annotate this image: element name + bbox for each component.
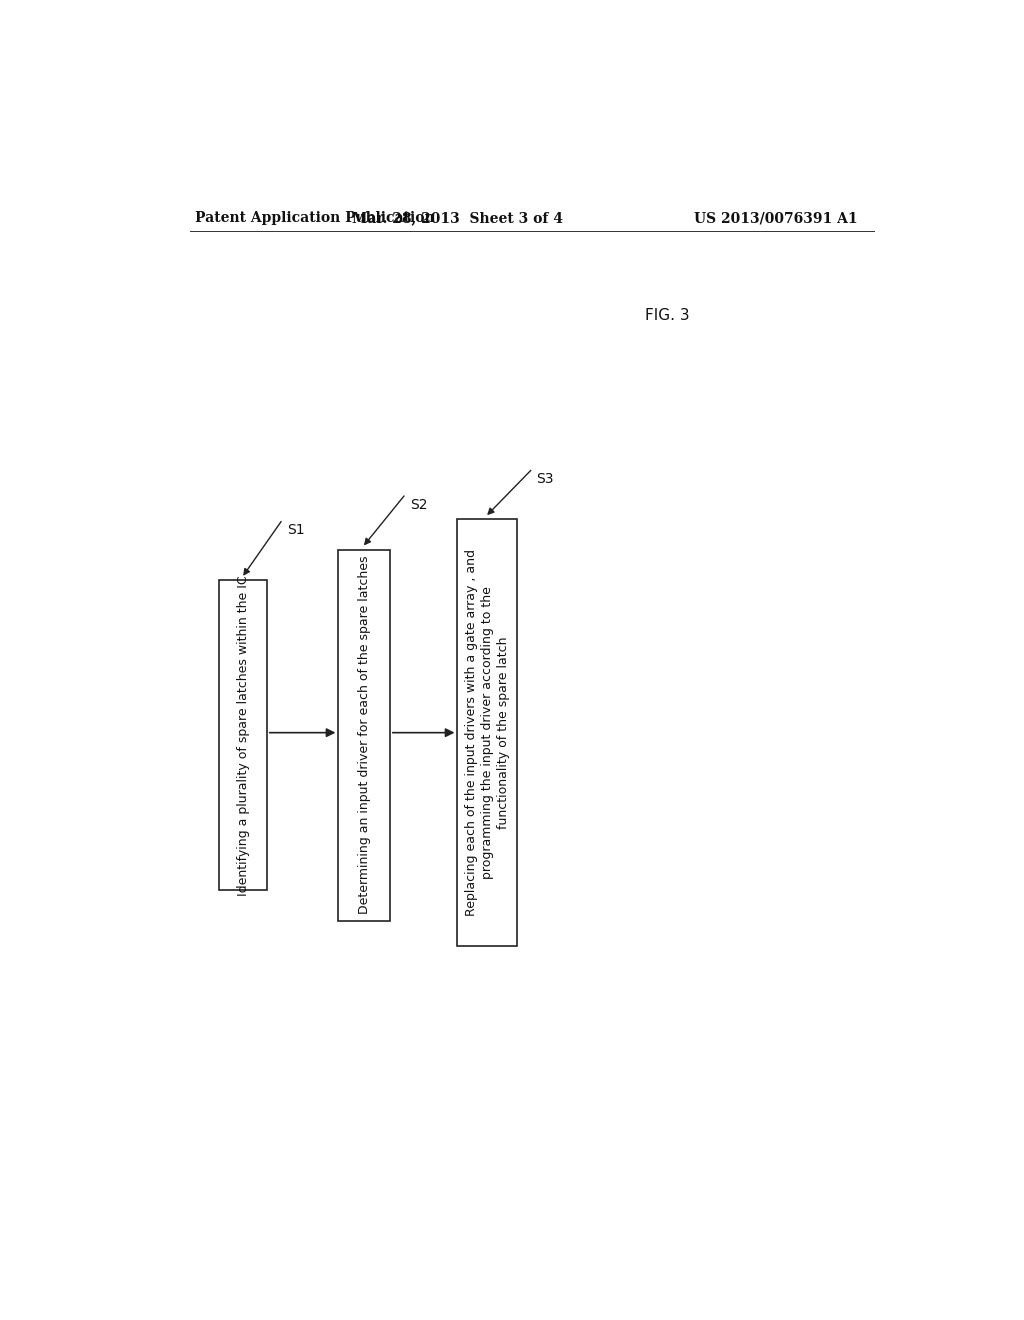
Text: Patent Application Publication: Patent Application Publication <box>196 211 435 226</box>
Text: Replacing each of the input drivers with a gate array , and
programming the inpu: Replacing each of the input drivers with… <box>465 549 510 916</box>
Text: S3: S3 <box>537 473 554 486</box>
Text: US 2013/0076391 A1: US 2013/0076391 A1 <box>694 211 858 226</box>
Text: S2: S2 <box>410 498 427 512</box>
Text: Mar. 28, 2013  Sheet 3 of 4: Mar. 28, 2013 Sheet 3 of 4 <box>352 211 563 226</box>
Bar <box>219 581 267 890</box>
Text: FIG. 3: FIG. 3 <box>645 309 690 323</box>
Bar <box>458 519 517 946</box>
Text: Determining an input driver for each of the spare latches: Determining an input driver for each of … <box>357 556 371 915</box>
Bar <box>338 549 390 921</box>
Text: S1: S1 <box>287 523 304 537</box>
Text: Identifying a plurality of spare latches within the IC: Identifying a plurality of spare latches… <box>237 576 250 895</box>
